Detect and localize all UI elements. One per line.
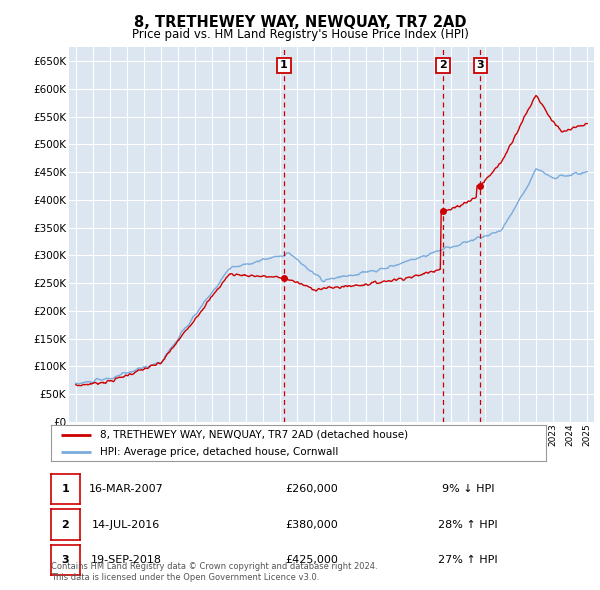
Text: 28% ↑ HPI: 28% ↑ HPI [438, 520, 498, 529]
Text: 3: 3 [476, 60, 484, 70]
Text: 8, TRETHEWEY WAY, NEWQUAY, TR7 2AD (detached house): 8, TRETHEWEY WAY, NEWQUAY, TR7 2AD (deta… [101, 430, 409, 440]
Text: 2: 2 [62, 520, 69, 529]
Text: 1: 1 [280, 60, 288, 70]
Text: £380,000: £380,000 [286, 520, 338, 529]
Text: 8, TRETHEWEY WAY, NEWQUAY, TR7 2AD: 8, TRETHEWEY WAY, NEWQUAY, TR7 2AD [134, 15, 466, 30]
Text: Contains HM Land Registry data © Crown copyright and database right 2024.
This d: Contains HM Land Registry data © Crown c… [51, 562, 377, 582]
Text: 2: 2 [439, 60, 447, 70]
Text: Price paid vs. HM Land Registry's House Price Index (HPI): Price paid vs. HM Land Registry's House … [131, 28, 469, 41]
Text: 27% ↑ HPI: 27% ↑ HPI [438, 555, 498, 565]
Text: HPI: Average price, detached house, Cornwall: HPI: Average price, detached house, Corn… [101, 447, 339, 457]
Text: 1: 1 [62, 484, 69, 494]
Text: 9% ↓ HPI: 9% ↓ HPI [442, 484, 494, 494]
Text: 16-MAR-2007: 16-MAR-2007 [89, 484, 163, 494]
Text: £260,000: £260,000 [286, 484, 338, 494]
Text: 19-SEP-2018: 19-SEP-2018 [91, 555, 161, 565]
Text: 3: 3 [62, 555, 69, 565]
Text: 14-JUL-2016: 14-JUL-2016 [92, 520, 160, 529]
Text: £425,000: £425,000 [286, 555, 338, 565]
